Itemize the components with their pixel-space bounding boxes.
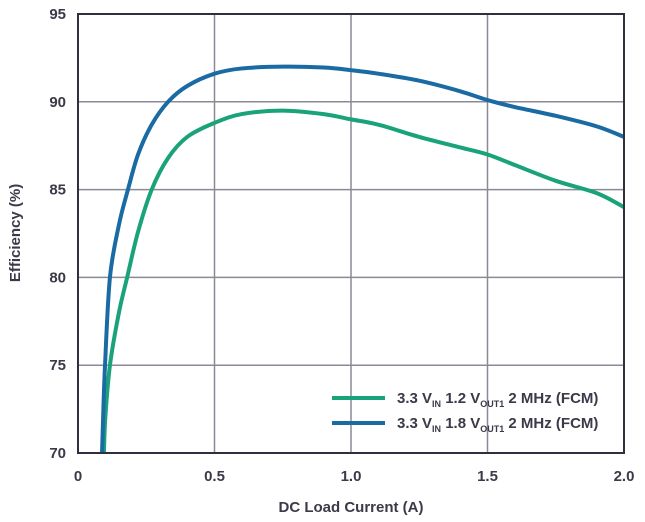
y-tick-label: 95 xyxy=(49,6,66,23)
legend-text-part: OUT1 xyxy=(480,424,504,434)
y-tick-label: 80 xyxy=(49,269,66,286)
series-line-1 xyxy=(101,108,625,454)
legend-label-1: 3.3 VIN 1.2 VOUT1 2 MHz (FCM) xyxy=(397,390,598,409)
x-tick-label: 0.5 xyxy=(204,468,225,485)
y-tick-label: 85 xyxy=(49,182,66,199)
legend: 3.3 VIN 1.2 VOUT1 2 MHz (FCM)3.3 VIN 1.8… xyxy=(332,390,598,434)
legend-text-part: 2 MHz (FCM) xyxy=(504,415,598,432)
x-tick-labels: 0 0.5 1.0 1.5 2.0 xyxy=(74,468,635,485)
x-tick-label: 2.0 xyxy=(614,468,635,485)
x-tick-label: 1.0 xyxy=(341,468,362,485)
series-lines xyxy=(100,64,625,454)
legend-label-2: 3.3 VIN 1.8 VOUT1 2 MHz (FCM) xyxy=(397,415,598,434)
legend-text-part: OUT1 xyxy=(480,399,504,409)
x-tick-label: 1.5 xyxy=(477,468,498,485)
legend-text-part: 1.2 V xyxy=(441,390,480,407)
legend-text-part: IN xyxy=(432,424,441,434)
legend-text-part: 2 MHz (FCM) xyxy=(504,390,598,407)
legend-text-part: 1.8 V xyxy=(441,415,480,432)
legend-text-part: IN xyxy=(432,399,441,409)
y-tick-labels: 70 75 80 85 90 95 xyxy=(49,6,66,462)
y-tick-label: 90 xyxy=(49,94,66,111)
y-tick-label: 75 xyxy=(49,357,66,374)
grid-lines xyxy=(78,14,624,453)
y-axis-label: Efficiency (%) xyxy=(7,184,24,282)
legend-text-part: 3.3 V xyxy=(397,390,432,407)
legend-text-part: 3.3 V xyxy=(397,415,432,432)
y-tick-label: 70 xyxy=(49,445,66,462)
x-axis-label: DC Load Current (A) xyxy=(279,499,424,516)
x-tick-label: 0 xyxy=(74,468,82,485)
series-line-2 xyxy=(100,64,625,454)
plot-frame xyxy=(77,13,625,454)
